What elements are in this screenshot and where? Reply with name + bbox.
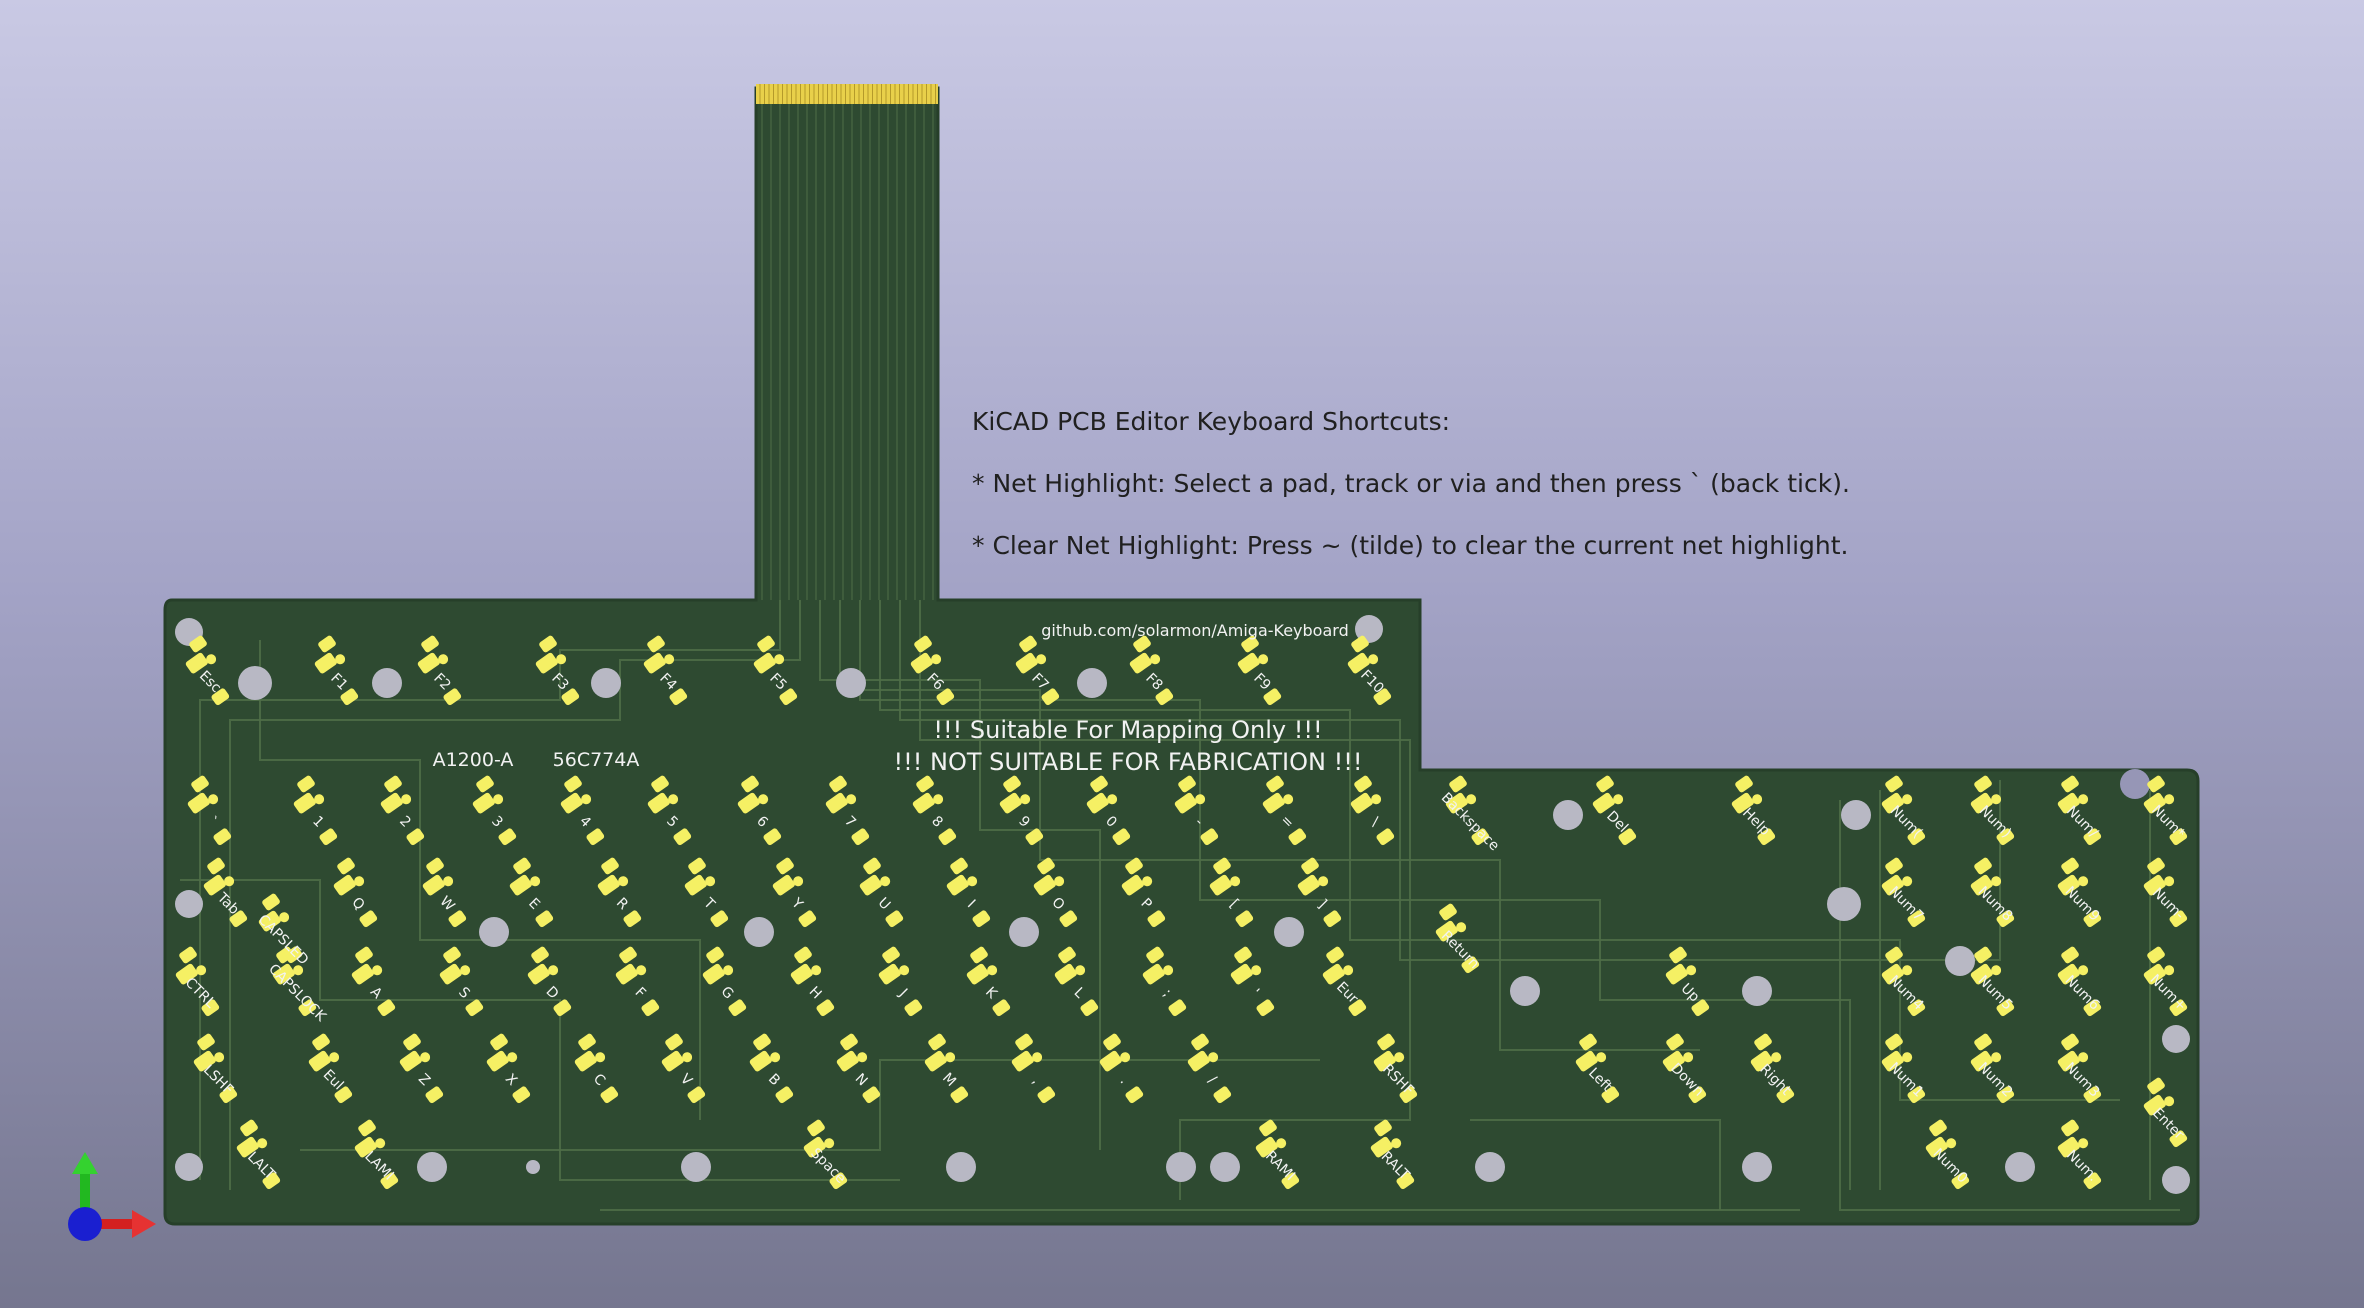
shortcut-notes: KiCAD PCB Editor Keyboard Shortcuts: * N…: [972, 402, 1972, 588]
key-footprint[interactable]: Up: [1657, 945, 1721, 1018]
key-footprint[interactable]: 2: [372, 774, 436, 847]
key-footprint[interactable]: ': [1222, 945, 1286, 1018]
notes-net-highlight: * Net Highlight: Select a pad, track or …: [972, 469, 1850, 498]
silk-warning-fabrication: !!! NOT SUITABLE FOR FABRICATION !!!: [894, 748, 1363, 776]
key-footprint[interactable]: I: [938, 856, 1002, 929]
key-footprint[interactable]: 7: [817, 774, 881, 847]
key-footprint[interactable]: Tab: [194, 856, 258, 929]
key-footprint[interactable]: LAMI: [345, 1118, 409, 1191]
key-footprint[interactable]: J: [870, 945, 934, 1018]
key-footprint[interactable]: C: [566, 1032, 630, 1105]
silk-warning-mapping: !!! Suitable For Mapping Only !!!: [933, 716, 1322, 744]
key-footprint[interactable]: B: [741, 1032, 805, 1105]
key-footprint[interactable]: 5: [639, 774, 703, 847]
key-footprint[interactable]: 0: [1078, 774, 1142, 847]
key-footprint[interactable]: F7: [1007, 634, 1071, 707]
key-footprint[interactable]: F9: [1229, 634, 1293, 707]
key-footprint[interactable]: M: [916, 1032, 980, 1105]
key-footprint[interactable]: F2: [409, 634, 473, 707]
key-footprint[interactable]: F3: [527, 634, 591, 707]
silk-part-number: 56C774A: [553, 749, 640, 771]
key-footprints: Esc F1 F2 F3 F4 F5 F6 F7 F8 F9 F10` 1 2 3 4 5 6 7 8 9 0- = \ Ba…: [175, 634, 2189, 1191]
y-axis-arrow-icon: [72, 1152, 98, 1220]
key-footprint[interactable]: N: [828, 1032, 892, 1105]
mounting-holes: [175, 615, 2190, 1194]
notes-title: KiCAD PCB Editor Keyboard Shortcuts:: [972, 407, 1451, 436]
silk-model: A1200-A: [433, 749, 514, 771]
silk-url: github.com/solarmon/Amiga-Keyboard: [1041, 621, 1348, 640]
key-footprint[interactable]: F1: [306, 634, 370, 707]
notes-clear-highlight: * Clear Net Highlight: Press ~ (tilde) t…: [972, 531, 1849, 560]
ribbon-connector: [756, 84, 938, 600]
key-footprint[interactable]: T: [676, 856, 740, 929]
key-footprint[interactable]: 9: [991, 774, 1055, 847]
key-footprint[interactable]: F: [607, 945, 671, 1018]
axis-gizmo: [68, 1152, 156, 1241]
z-axis-icon: [68, 1207, 102, 1241]
key-footprint[interactable]: F8: [1121, 634, 1185, 707]
x-axis-arrow-icon: [84, 1210, 156, 1238]
key-footprint[interactable]: ]: [1289, 856, 1353, 929]
